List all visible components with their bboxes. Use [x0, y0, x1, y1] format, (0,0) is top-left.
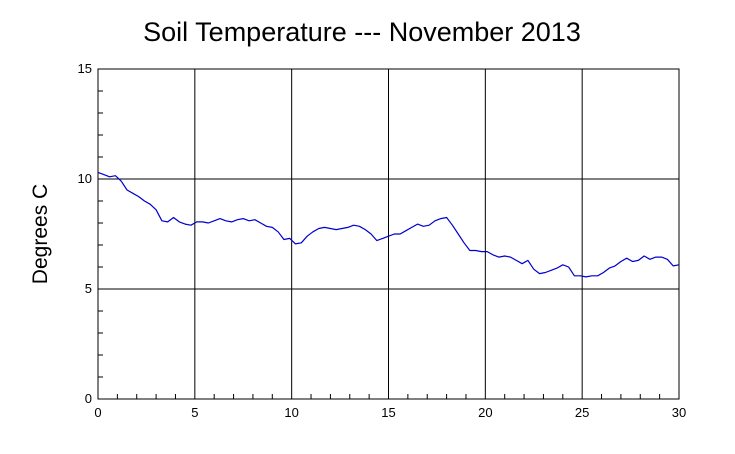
grid-lines — [98, 69, 679, 399]
chart-title: Soil Temperature --- November 2013 — [143, 17, 581, 47]
y-tick-label: 5 — [85, 281, 92, 296]
plot-frame — [97, 68, 680, 400]
y-tick-labels: 0 5 10 15 — [78, 61, 92, 406]
y-axis-label: Degrees C — [29, 184, 52, 284]
x-tick-label: 25 — [575, 405, 589, 420]
soil-temperature-line — [97, 171, 680, 278]
y-tick-label: 15 — [78, 61, 92, 76]
y-tick-label: 10 — [78, 171, 92, 186]
x-tick-label: 20 — [478, 405, 492, 420]
series-layer — [97, 171, 680, 278]
minor-ticks — [98, 90, 661, 399]
x-tick-label: 5 — [191, 405, 198, 420]
x-tick-label: 15 — [381, 405, 395, 420]
x-tick-label: 30 — [672, 405, 686, 420]
x-tick-labels: 0 5 10 15 20 25 30 — [94, 405, 686, 420]
y-tick-label: 0 — [85, 391, 92, 406]
x-tick-label: 10 — [284, 405, 298, 420]
x-tick-label: 0 — [94, 405, 101, 420]
